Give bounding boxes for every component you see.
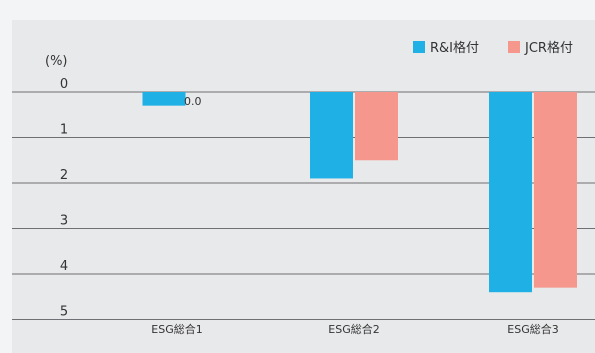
legend-swatch-ri <box>413 41 425 53</box>
y-tick-label-4: 4 <box>60 259 68 274</box>
y-tick-label-2: 2 <box>60 168 68 183</box>
y-tick-label-5: 5 <box>60 305 68 320</box>
bar-jcr-3 <box>534 92 577 288</box>
bars <box>142 92 577 293</box>
legend-label-ri: R&I格付 <box>430 40 479 56</box>
data-labels: 0.0 <box>184 95 202 108</box>
y-tick-label-0: 0 <box>60 77 68 92</box>
data-label-0: 0.0 <box>184 95 202 108</box>
y-tick-labels: 0 1 2 3 4 5 <box>60 77 68 320</box>
bar-ri-3 <box>489 92 532 293</box>
chart-panel: 0 1 2 3 4 5 0.0 ESG総合1 ESG総合2 ESG総合3 R&I格付 JCR格… <box>12 20 595 353</box>
legend-swatch-jcr <box>508 41 520 53</box>
bar-ri-2 <box>310 92 353 179</box>
bar-chart: 0 1 2 3 4 5 0.0 ESG総合1 ESG総合2 ESG総合3 R&I格付 JCR格… <box>12 40 595 336</box>
category-label-3: ESG総合3 <box>507 322 558 336</box>
bar-jcr-2 <box>355 92 398 161</box>
y-axis-unit: (%) <box>45 54 68 69</box>
category-label-1: ESG総合1 <box>151 322 202 336</box>
y-tick-label-1: 1 <box>60 123 68 138</box>
y-tick-label-3: 3 <box>60 214 68 229</box>
category-label-2: ESG総合2 <box>328 322 379 336</box>
legend-label-jcr: JCR格付 <box>524 40 573 56</box>
category-labels: ESG総合1 ESG総合2 ESG総合3 <box>151 322 558 336</box>
bar-ri-1 <box>142 92 186 106</box>
legend: R&I格付 JCR格付 <box>413 40 573 56</box>
